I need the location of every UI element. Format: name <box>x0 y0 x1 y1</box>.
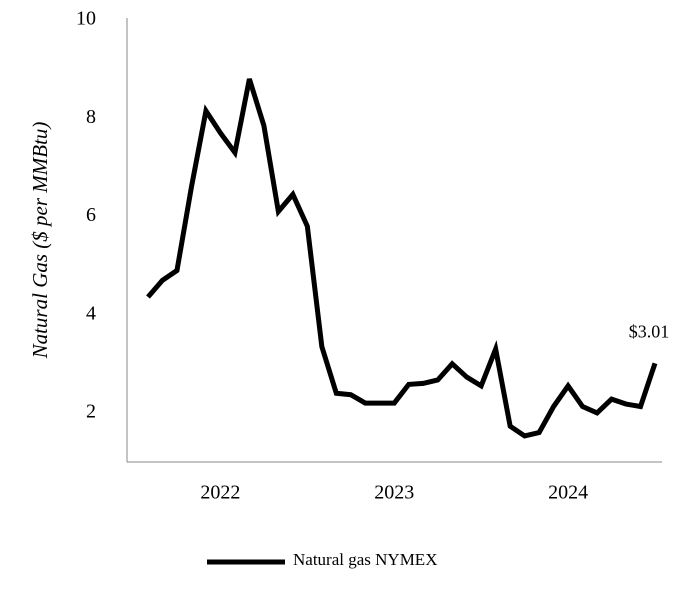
x-tick-label: 2023 <box>374 482 414 504</box>
y-axis-label: Natural Gas ($ per MMBtu) <box>28 122 52 360</box>
data-label: $3.01 <box>629 321 670 341</box>
x-tick-label: 2022 <box>200 482 240 504</box>
y-tick-label: 8 <box>86 106 96 128</box>
y-tick-label: 2 <box>86 400 96 422</box>
line <box>146 78 658 439</box>
y-tick-label: 10 <box>76 8 96 30</box>
y-tick-label: 4 <box>86 302 96 324</box>
legend-label: Natural gas NYMEX <box>293 550 437 569</box>
y-tick-label: 6 <box>86 204 96 226</box>
x-tick-label: 2024 <box>548 482 588 504</box>
